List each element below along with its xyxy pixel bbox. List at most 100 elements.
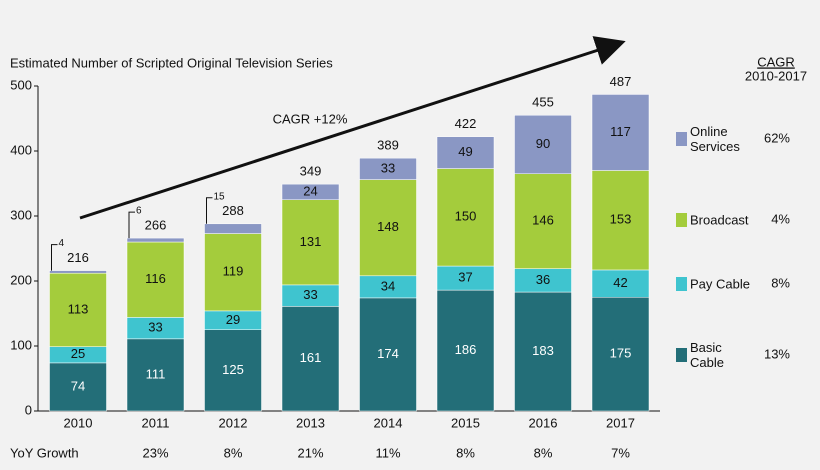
value-label: 111 xyxy=(146,366,166,381)
bar-segment xyxy=(281,199,340,286)
legend-swatch xyxy=(676,132,687,146)
yoy-value: 11% xyxy=(375,445,400,460)
legend-label: Pay Cable xyxy=(690,276,750,292)
bar-segment xyxy=(514,173,572,269)
bar-segment xyxy=(281,306,340,412)
yoy-label: YoY Growth xyxy=(10,445,79,460)
value-label: 6 xyxy=(136,206,142,217)
value-label: 24 xyxy=(303,183,317,198)
value-label: 74 xyxy=(71,378,85,393)
bar-segment xyxy=(591,269,650,298)
leader-line xyxy=(206,197,213,224)
value-label: 42 xyxy=(613,275,627,290)
bar-segment xyxy=(436,168,495,267)
value-label: 161 xyxy=(300,350,322,365)
value-label: 33 xyxy=(148,320,162,335)
legend-label: Online Services xyxy=(690,124,740,154)
value-label: 153 xyxy=(610,212,632,227)
cagr-value: 62% xyxy=(764,130,790,145)
bar-segment xyxy=(514,291,572,412)
total-label: 216 xyxy=(67,250,89,265)
bar-segment xyxy=(591,94,650,171)
value-label: 4 xyxy=(59,238,65,249)
bar-segment xyxy=(204,223,262,234)
bar-segment xyxy=(49,272,107,347)
y-tick-label: 200 xyxy=(10,272,32,287)
value-label: 119 xyxy=(223,264,244,279)
bar-segment xyxy=(436,136,495,169)
leader-line xyxy=(128,211,135,239)
y-tick-label: 500 xyxy=(10,77,32,92)
total-label: 422 xyxy=(455,116,477,131)
value-label: 183 xyxy=(532,343,554,358)
value-label: 49 xyxy=(458,144,472,159)
bar-segment xyxy=(49,362,107,412)
yoy-value: 23% xyxy=(142,445,168,460)
value-label: 150 xyxy=(455,209,477,224)
annotation: CAGR +12% xyxy=(273,111,348,126)
cagr-title: CAGR xyxy=(757,54,795,69)
cagr-value: 13% xyxy=(764,346,790,361)
yoy-value: 8% xyxy=(534,445,553,460)
bar-segment xyxy=(204,233,262,312)
x-tick-label: 2014 xyxy=(374,415,403,430)
value-label: 148 xyxy=(377,219,399,234)
total-label: 389 xyxy=(377,138,399,153)
total-label: 487 xyxy=(610,74,632,89)
value-label: 37 xyxy=(458,270,472,285)
bar-segment xyxy=(359,157,417,180)
value-label: 113 xyxy=(68,301,89,316)
yoy-value: 7% xyxy=(611,445,630,460)
value-label: 34 xyxy=(381,278,395,293)
y-tick-label: 400 xyxy=(10,142,32,157)
bar-segment xyxy=(126,241,185,318)
x-tick-label: 2010 xyxy=(64,415,93,430)
trend-arrow xyxy=(79,36,626,220)
yoy-value: 8% xyxy=(224,445,243,460)
value-label: 146 xyxy=(532,213,554,228)
value-label: 186 xyxy=(455,342,477,357)
value-label: 90 xyxy=(536,136,550,151)
y-axis-title: Estimated Number of Scripted Original Te… xyxy=(10,55,333,70)
total-label: 455 xyxy=(532,95,554,110)
yoy-value: 21% xyxy=(297,445,323,460)
y-tick-label: 300 xyxy=(10,207,32,222)
bar-segment xyxy=(514,115,572,174)
legend-swatch xyxy=(676,348,687,362)
total-label: 288 xyxy=(222,203,244,218)
cagr-period: 2010-2017 xyxy=(745,68,807,83)
total-label: 349 xyxy=(300,164,322,179)
value-label: 33 xyxy=(303,287,317,302)
cagr-value: 8% xyxy=(771,275,790,290)
bar-segment xyxy=(204,329,262,412)
bar-segment xyxy=(49,270,107,274)
y-tick-label: 0 xyxy=(25,402,32,417)
value-label: 174 xyxy=(377,346,399,361)
value-label: 25 xyxy=(71,346,85,361)
yoy-value: 8% xyxy=(456,445,475,460)
x-tick-label: 2015 xyxy=(451,415,480,430)
x-tick-label: 2017 xyxy=(606,415,635,430)
value-label: 117 xyxy=(610,124,631,139)
total-label: 266 xyxy=(145,218,167,233)
x-tick-label: 2012 xyxy=(219,415,248,430)
value-label: 36 xyxy=(536,272,550,287)
bar-segment xyxy=(359,179,417,277)
x-tick-label: 2013 xyxy=(296,415,325,430)
legend-label: Broadcast xyxy=(690,212,749,228)
x-tick-label: 2016 xyxy=(529,415,558,430)
legend-swatch xyxy=(676,213,687,227)
leader-line xyxy=(51,244,58,271)
bar-segment xyxy=(126,237,185,243)
x-tick-label: 2011 xyxy=(142,415,170,430)
value-label: 116 xyxy=(145,271,166,286)
value-label: 175 xyxy=(610,346,632,361)
cagr-value: 4% xyxy=(771,211,790,226)
value-label: 33 xyxy=(381,160,395,175)
value-label: 15 xyxy=(214,191,226,202)
value-label: 29 xyxy=(226,312,240,327)
bar-segment xyxy=(436,265,495,291)
value-label: 125 xyxy=(222,362,244,377)
legend-swatch xyxy=(676,277,687,291)
